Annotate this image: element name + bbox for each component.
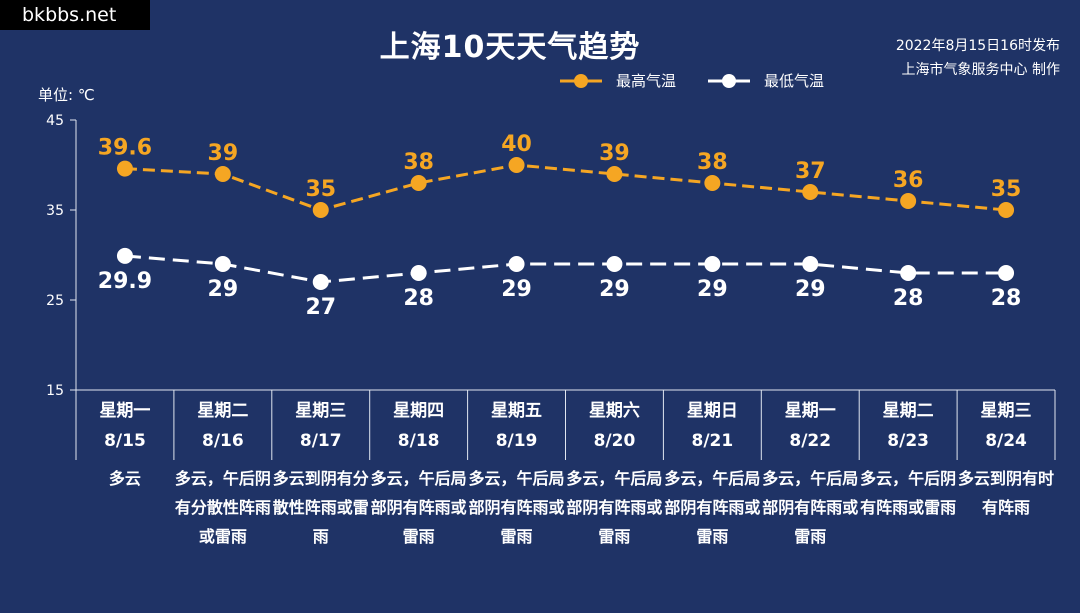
low-temp-point <box>606 256 623 272</box>
day-cell: 星期五 8/19 <box>469 396 565 456</box>
high-temp-point <box>606 166 623 182</box>
high-temp-point <box>410 175 427 191</box>
weather-description: 多云到阴有分散性阵雨或雷雨 <box>272 469 369 546</box>
date-label: 8/22 <box>789 431 832 451</box>
high-temp-point <box>214 166 231 182</box>
high-temp-label: 40 <box>501 132 532 157</box>
low-temp-line <box>124 254 1007 284</box>
publish-date: 2022年8月15日16时发布 <box>895 38 1060 54</box>
weekday-label: 星期二 <box>197 401 249 421</box>
legend-marker <box>722 74 736 88</box>
low-temp-point <box>410 265 427 281</box>
high-temp-label: 38 <box>697 150 728 175</box>
high-temp-label: 39 <box>208 141 239 166</box>
unit-label: 单位: ℃ <box>38 86 95 104</box>
high-temp-label: 35 <box>305 177 336 202</box>
weekday-label: 星期六 <box>588 401 640 421</box>
day-cell: 星期二 8/16 <box>175 396 271 456</box>
low-temp-label: 28 <box>403 286 434 311</box>
low-temp-label: 29 <box>501 277 532 302</box>
date-label: 8/21 <box>691 431 734 451</box>
day-cell: 星期二 8/23 <box>860 396 956 456</box>
low-temp-label: 29 <box>208 277 239 302</box>
legend-item-low: 最低气温 <box>708 72 824 90</box>
high-temp-label: 36 <box>893 168 924 193</box>
high-temp-point <box>900 193 917 209</box>
low-temp-label: 29 <box>697 277 728 302</box>
chart-title: 上海10天天气趋势 <box>379 30 641 65</box>
low-temp-point <box>704 256 721 272</box>
weather-description: 多云，午后阴有阵雨或雷雨 <box>860 469 957 517</box>
low-temp-point <box>214 256 231 272</box>
weekday-label: 星期四 <box>393 401 445 421</box>
weather-description: 多云，午后局部阴有阵雨或雷雨 <box>468 469 565 546</box>
weather-description: 多云，午后局部阴有阵雨或雷雨 <box>664 469 761 546</box>
low-temp-point <box>116 247 133 264</box>
weekday-label: 星期二 <box>882 401 934 421</box>
high-temp-label: 35 <box>991 177 1022 202</box>
weekday-label: 星期三 <box>295 401 347 421</box>
weekday-label: 星期一 <box>784 401 836 421</box>
high-temp-point <box>116 160 133 177</box>
low-temp-label: 29 <box>599 277 630 302</box>
high-temp-label: 38 <box>403 150 434 175</box>
legend-item-high: 最高气温 <box>560 72 676 90</box>
y-tick-label: 45 <box>46 113 64 129</box>
weather-description: 多云 <box>108 469 141 488</box>
weather-description: 多云到阴有时有阵雨 <box>958 469 1055 517</box>
day-cell: 星期一 8/22 <box>762 396 858 456</box>
low-temp-point <box>312 274 329 290</box>
date-label: 8/15 <box>104 431 146 451</box>
high-temp-label: 37 <box>795 159 826 184</box>
y-tick-label: 25 <box>46 293 64 309</box>
date-label: 8/17 <box>299 431 342 451</box>
publish-info: 2022年8月15日16时发布 上海市气象服务中心 制作 <box>896 34 1060 82</box>
day-cell: 星期三 8/17 <box>273 396 369 456</box>
low-temp-label: 27 <box>305 295 336 320</box>
legend-label: 最低气温 <box>764 72 824 90</box>
date-label: 8/24 <box>985 431 1027 451</box>
date-label: 8/20 <box>593 431 636 451</box>
day-cell: 星期日 8/21 <box>664 396 760 456</box>
weekday-label: 星期五 <box>491 401 543 421</box>
low-temp-point <box>998 265 1015 281</box>
low-temp-label: 29 <box>795 277 826 302</box>
weekday-label: 星期日 <box>686 401 738 421</box>
y-tick-label: 35 <box>46 203 64 219</box>
weather-description: 多云，午后阴有分散性阵雨或雷雨 <box>174 469 271 546</box>
high-temp-point <box>704 175 721 191</box>
day-cell: 星期三 8/24 <box>958 396 1054 456</box>
date-label: 8/16 <box>201 431 244 451</box>
date-label: 8/19 <box>495 431 538 451</box>
day-cell: 星期六 8/20 <box>566 396 662 456</box>
weather-description: 多云，午后局部阴有阵雨或雷雨 <box>370 469 467 546</box>
watermark: bkbbs.net <box>0 0 150 30</box>
weekday-label: 星期三 <box>980 401 1032 421</box>
legend-marker <box>574 74 588 88</box>
high-temp-point <box>508 157 525 173</box>
low-temp-point <box>508 256 525 272</box>
legend-label: 最高气温 <box>616 72 676 90</box>
low-temp-label: 28 <box>893 286 924 311</box>
weekday-label: 星期一 <box>99 401 151 421</box>
low-temp-label: 29.9 <box>98 269 152 294</box>
high-temp-point <box>998 202 1015 218</box>
low-temp-point <box>802 256 819 272</box>
publisher: 上海市气象服务中心 制作 <box>901 62 1060 78</box>
date-label: 8/23 <box>887 431 929 451</box>
high-temp-label: 39.6 <box>98 136 152 161</box>
high-temp-point <box>802 184 819 200</box>
date-label: 8/18 <box>397 431 440 451</box>
low-temp-point <box>900 265 917 281</box>
high-temp-label: 39 <box>599 141 630 166</box>
day-cell: 星期四 8/18 <box>371 396 467 456</box>
weather-description: 多云，午后局部阴有阵雨或雷雨 <box>762 469 859 546</box>
y-tick-label: 15 <box>46 383 64 399</box>
weather-description: 多云，午后局部阴有阵雨或雷雨 <box>566 469 663 546</box>
high-temp-point <box>312 202 329 218</box>
low-temp-label: 28 <box>991 286 1022 311</box>
day-cell: 星期一 8/15 <box>77 396 173 456</box>
high-temp-line <box>124 163 1007 212</box>
